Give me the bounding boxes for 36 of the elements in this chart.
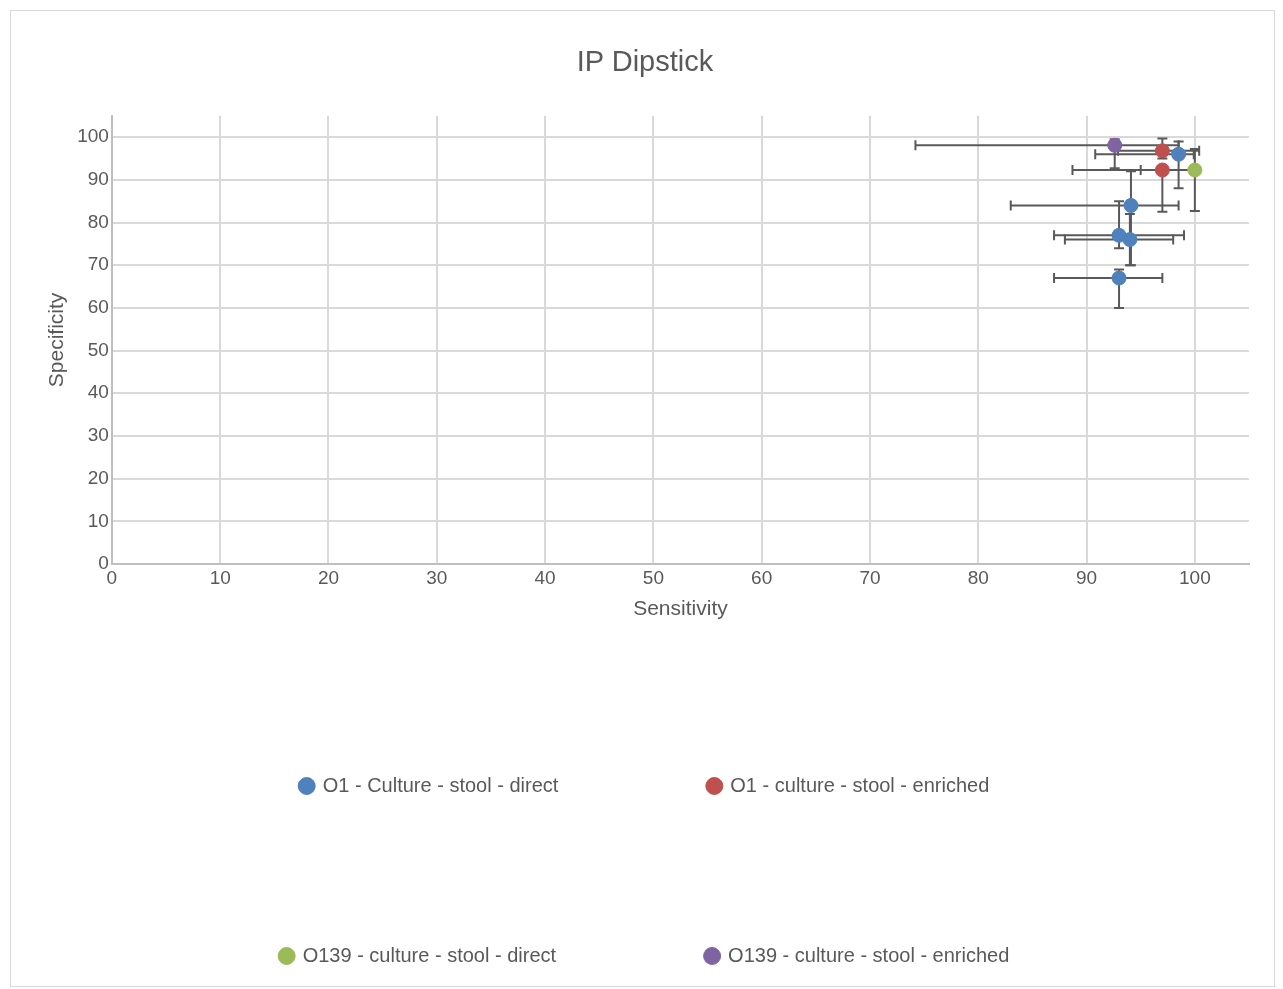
x-tick-label: 60 [751, 566, 773, 588]
y-tick-label: 0 [98, 552, 109, 574]
x-tick-label: 50 [642, 566, 664, 588]
point [1123, 197, 1139, 213]
y-tick-label: 20 [87, 466, 109, 488]
point [1187, 162, 1203, 178]
y-tick-label: 100 [77, 125, 109, 147]
point [1122, 232, 1138, 248]
y-tick-label: 40 [87, 381, 109, 403]
point [1107, 137, 1123, 153]
point [1154, 143, 1170, 159]
point [1154, 162, 1170, 178]
x-tick-label: 10 [209, 566, 231, 588]
y-axis-title: Specificity [44, 292, 68, 388]
y-tick-label: 50 [87, 338, 109, 360]
x-tick-label: 100 [1179, 566, 1211, 588]
y-tick-label: 80 [87, 210, 109, 232]
x-axis-title: Sensitivity [633, 596, 729, 620]
legend-label: O139 - culture - stool - direct [302, 943, 557, 966]
y-tick-label: 90 [87, 168, 109, 190]
x-tick-label: 20 [317, 566, 340, 588]
legend-label: O1 - Culture - stool - direct [322, 773, 559, 796]
x-tick-label: 70 [859, 566, 881, 588]
chart-title: IP Dipstick [576, 45, 714, 78]
x-tick-label: 80 [967, 566, 989, 588]
point [1171, 146, 1187, 162]
point [1111, 270, 1127, 286]
x-tick-label: 40 [534, 566, 556, 588]
legend-label: O139 - culture - stool - enriched [728, 943, 1010, 966]
y-tick-label: 30 [87, 424, 109, 446]
legend-label: O1 - culture - stool - enriched [730, 773, 990, 796]
y-tick-label: 10 [87, 509, 109, 531]
x-tick-label: 30 [426, 566, 448, 588]
x-tick-label: 90 [1075, 566, 1098, 588]
y-tick-label: 60 [87, 296, 109, 318]
y-tick-label: 70 [87, 253, 109, 275]
